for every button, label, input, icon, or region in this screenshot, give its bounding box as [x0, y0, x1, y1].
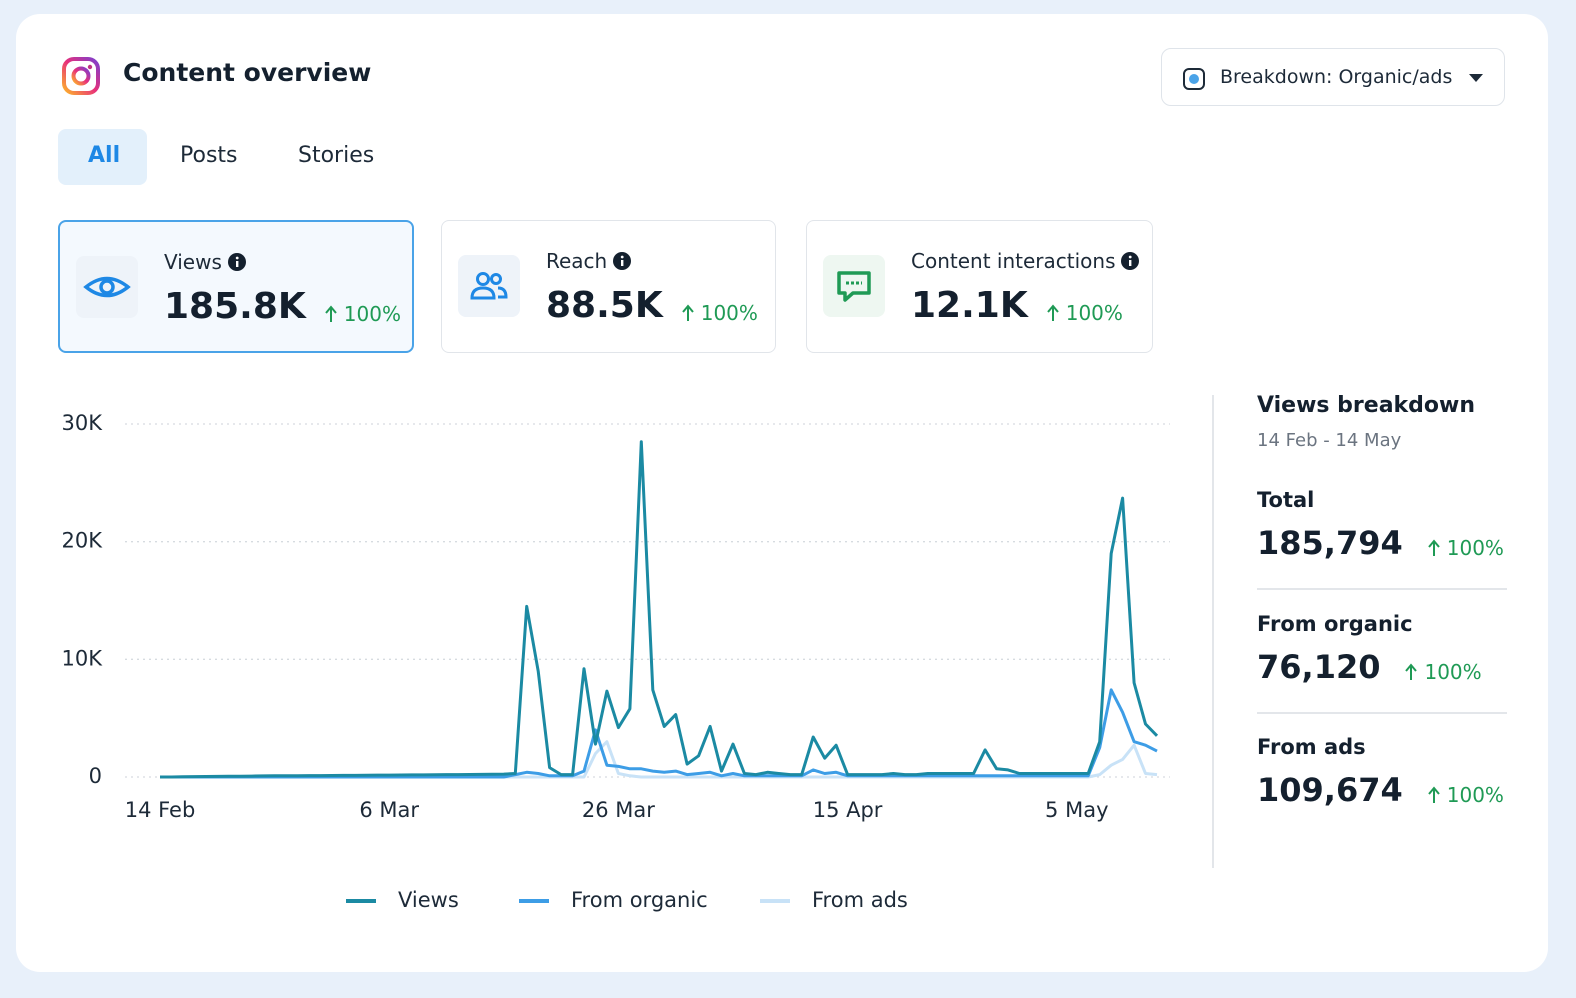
- caret: [1469, 74, 1483, 82]
- instagram-icon: [62, 57, 100, 95]
- y-tick-label: 20K: [62, 529, 104, 553]
- metric-icon-box: [823, 255, 885, 317]
- breakdown-label: From organic: [1257, 612, 1413, 636]
- tab[interactable]: Stories: [298, 143, 375, 168]
- info-icon: [227, 253, 246, 271]
- dropdown-icon: [1183, 68, 1205, 90]
- metric-card[interactable]: Reach 88.5K 100%: [441, 220, 776, 353]
- up-arrow: [1405, 663, 1418, 680]
- metric-icon-box: [76, 256, 138, 318]
- metric-change: 100%: [681, 301, 758, 325]
- tab-selected-bg: [58, 129, 147, 185]
- x-tick-label: 26 Mar: [582, 798, 655, 822]
- up-arrow: [1427, 539, 1440, 556]
- metric-label-text: Views: [164, 250, 222, 274]
- metric-change-text: 100%: [700, 301, 758, 325]
- panel: [16, 14, 1548, 972]
- metric-card[interactable]: Content interactions 12.1K 100%: [806, 220, 1153, 353]
- metric-icon: [470, 272, 508, 300]
- breakdown-change: 100%: [1404, 660, 1482, 684]
- metric-card[interactable]: Views 185.8K 100%: [58, 220, 414, 353]
- info-icon: [1121, 252, 1140, 270]
- up-arrow: [1046, 304, 1059, 321]
- breakdown-value: 76,120: [1257, 648, 1381, 686]
- breakdown-change-text: 100%: [1446, 536, 1504, 560]
- breakdown-change: 100%: [1427, 536, 1504, 560]
- metric-label: Views: [164, 250, 246, 274]
- breakdown-title: Views breakdown: [1257, 393, 1476, 418]
- x-tick-label: 5 May: [1045, 798, 1108, 822]
- legend-label: Views: [398, 888, 459, 912]
- metric-change-text: 100%: [1065, 301, 1123, 325]
- page-title: Content overview: [123, 58, 372, 87]
- tab[interactable]: All: [88, 143, 121, 168]
- breakdown-value: 185,794: [1257, 524, 1403, 562]
- separator: [1257, 588, 1507, 590]
- legend-label: From organic: [571, 888, 708, 912]
- tab[interactable]: Posts: [180, 143, 238, 168]
- dropdown-label: Breakdown: Organic/ads: [1220, 66, 1453, 88]
- breakdown-change-text: 100%: [1424, 660, 1482, 684]
- legend-label: From ads: [812, 888, 908, 912]
- breakdown-dropdown[interactable]: Breakdown: Organic/ads: [1161, 48, 1505, 106]
- breakdown-change-text: 100%: [1446, 783, 1504, 807]
- metric-icon-box: [458, 255, 520, 317]
- metric-label-text: Reach: [546, 249, 608, 273]
- divider: [1212, 395, 1214, 868]
- x-tick-label: 6 Mar: [359, 798, 419, 822]
- line-series: [160, 440, 1159, 779]
- info-icon: [613, 252, 632, 270]
- y-tick-label: 0: [89, 764, 102, 788]
- chart: 0 10K 20K 30K 14 Feb 6 Mar 26 Mar 15 Apr 5 May Vi…: [62, 411, 1170, 912]
- y-tick-label: 30K: [62, 411, 104, 435]
- up-arrow: [1427, 786, 1440, 803]
- breakdown-label: Total: [1257, 488, 1315, 512]
- breakdown-range: 14 Feb - 14 May: [1257, 430, 1402, 451]
- metric-value: 88.5K: [546, 285, 663, 326]
- metric-value: 185.8K: [164, 286, 306, 327]
- x-tick-label: 14 Feb: [125, 798, 196, 822]
- up-arrow: [325, 305, 337, 322]
- line-series: [160, 688, 1158, 779]
- metric-change-text: 100%: [343, 302, 401, 326]
- metric-label: Content interactions: [911, 249, 1140, 273]
- metric-value: 12.1K: [911, 285, 1028, 326]
- metric-change: 100%: [1046, 301, 1123, 325]
- separator: [1257, 712, 1507, 714]
- metric-label: Reach: [546, 249, 632, 273]
- breakdown-label: From ads: [1257, 735, 1366, 759]
- breakdown-value: 109,674: [1257, 771, 1403, 809]
- up-arrow: [681, 304, 694, 321]
- y-tick-label: 10K: [62, 646, 104, 670]
- metric-change: 100%: [324, 302, 401, 326]
- metric-icon: [837, 271, 871, 302]
- metric-icon: [83, 276, 131, 298]
- breakdown-change: 100%: [1427, 783, 1504, 807]
- x-tick-label: 15 Apr: [813, 798, 883, 822]
- metric-label-text: Content interactions: [911, 249, 1116, 273]
